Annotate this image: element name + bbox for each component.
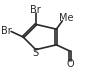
Text: S: S — [33, 48, 39, 58]
Text: Br: Br — [30, 5, 41, 15]
Text: Me: Me — [59, 13, 73, 23]
Text: Br: Br — [1, 26, 12, 36]
Text: O: O — [66, 59, 74, 69]
